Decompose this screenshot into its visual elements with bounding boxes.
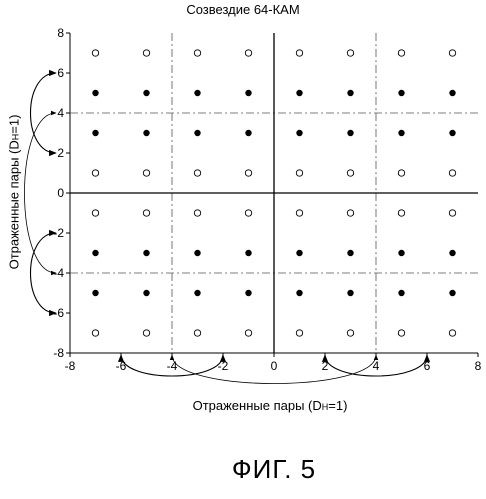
filled-point: [245, 250, 251, 256]
open-point: [143, 330, 149, 336]
open-point: [245, 210, 251, 216]
x-tick-label: -6: [116, 359, 127, 373]
open-point: [347, 50, 353, 56]
filled-point: [398, 90, 404, 96]
filled-point: [194, 90, 200, 96]
open-point: [347, 330, 353, 336]
open-point: [245, 170, 251, 176]
open-point: [245, 330, 251, 336]
y-tick-label: -8: [53, 346, 64, 360]
y-axis-label-tail: =1): [7, 115, 22, 134]
y-pair-arrow: [25, 113, 57, 273]
open-point: [398, 210, 404, 216]
filled-point: [296, 130, 302, 136]
x-axis-label-main: Отраженные пары (D: [193, 398, 322, 413]
open-point: [449, 170, 455, 176]
filled-point: [143, 130, 149, 136]
open-point: [449, 210, 455, 216]
open-point: [296, 170, 302, 176]
filled-point: [398, 250, 404, 256]
tick-labels: -8-6-4-20246886420-2-4-6-8: [53, 26, 481, 373]
filled-point: [92, 290, 98, 296]
filled-point: [296, 290, 302, 296]
open-point: [92, 210, 98, 216]
open-point: [347, 210, 353, 216]
y-pair-arrow: [31, 233, 57, 313]
filled-point: [347, 250, 353, 256]
y-axis-label-main: Отраженные пары (D: [7, 140, 22, 269]
x-tick-label: 4: [373, 359, 380, 373]
open-point: [245, 50, 251, 56]
open-point: [143, 50, 149, 56]
open-point: [92, 330, 98, 336]
filled-point: [449, 90, 455, 96]
x-tick-label: 0: [271, 359, 278, 373]
filled-point: [398, 290, 404, 296]
open-point: [194, 330, 200, 336]
filled-point: [143, 90, 149, 96]
filled-point: [347, 90, 353, 96]
figure-caption: ФИГ. 5: [0, 454, 486, 485]
open-point: [296, 50, 302, 56]
filled-point: [143, 250, 149, 256]
filled-point: [449, 130, 455, 136]
filled-point: [347, 290, 353, 296]
open-point: [398, 50, 404, 56]
y-tick-label: 6: [57, 66, 64, 80]
y-tick-label: 2: [57, 146, 64, 160]
x-tick-label: 8: [475, 359, 482, 373]
filled-point: [449, 290, 455, 296]
open-point: [398, 330, 404, 336]
open-point: [194, 170, 200, 176]
open-point: [449, 330, 455, 336]
x-axis-label: Отраженные пары (DH=1): [0, 398, 486, 413]
filled-point: [194, 130, 200, 136]
open-point: [92, 170, 98, 176]
filled-point: [296, 250, 302, 256]
filled-point: [194, 250, 200, 256]
open-point: [143, 210, 149, 216]
filled-point: [92, 130, 98, 136]
open-point: [347, 170, 353, 176]
y-tick-label: 0: [57, 186, 64, 200]
filled-point: [449, 250, 455, 256]
y-pair-arrow: [31, 73, 57, 153]
filled-point: [296, 90, 302, 96]
x-tick-label: 2: [322, 359, 329, 373]
filled-point: [398, 130, 404, 136]
axes: [70, 33, 478, 353]
filled-point: [245, 290, 251, 296]
filled-point: [92, 250, 98, 256]
filled-point: [143, 290, 149, 296]
open-point: [449, 50, 455, 56]
y-tick-label: 8: [57, 26, 64, 40]
open-point: [296, 330, 302, 336]
x-axis-label-tail: =1): [328, 398, 347, 413]
open-point: [296, 210, 302, 216]
open-point: [398, 170, 404, 176]
x-tick-label: -2: [218, 359, 229, 373]
x-tick-label: -4: [167, 359, 178, 373]
pair-arrows: [25, 73, 428, 384]
filled-point: [347, 130, 353, 136]
open-point: [143, 170, 149, 176]
y-axis-label: Отраженные пары (DH=1): [7, 115, 22, 270]
filled-point: [245, 130, 251, 136]
x-tick-label: -8: [65, 359, 76, 373]
open-point: [92, 50, 98, 56]
y-tick-label: 4: [57, 106, 64, 120]
y-axis-label-sub: H: [11, 134, 21, 141]
filled-point: [245, 90, 251, 96]
filled-point: [92, 90, 98, 96]
open-point: [194, 210, 200, 216]
filled-point: [194, 290, 200, 296]
open-point: [194, 50, 200, 56]
